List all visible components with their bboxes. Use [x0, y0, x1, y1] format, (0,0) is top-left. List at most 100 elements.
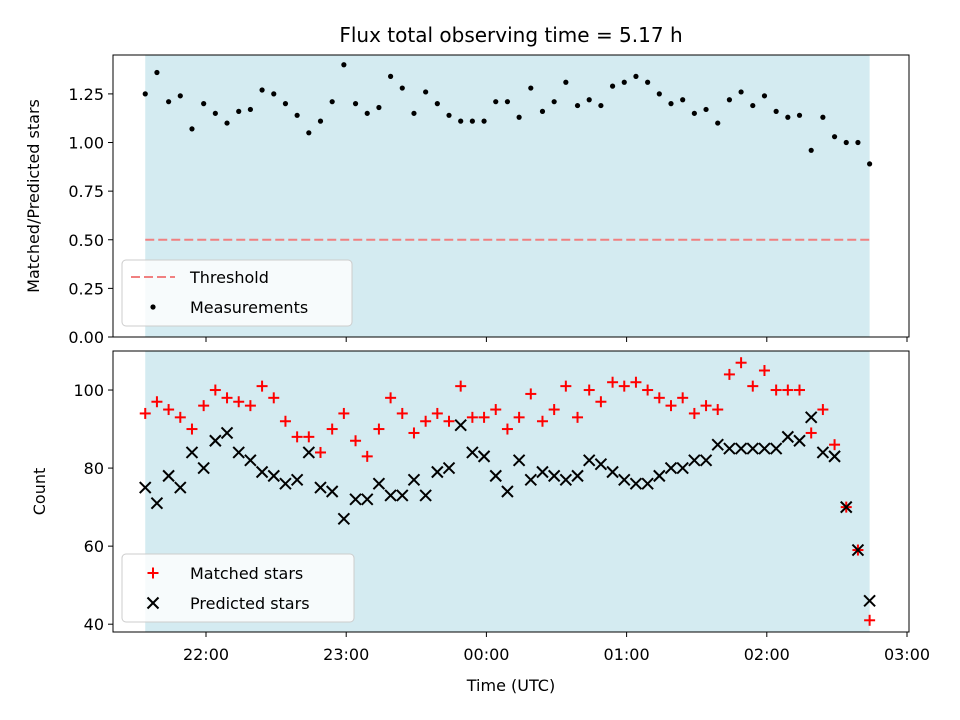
- matched-star-point: [723, 368, 735, 380]
- measurement-point: [247, 106, 253, 113]
- matched-star-point: [630, 376, 642, 388]
- predicted-star-point: [162, 469, 175, 483]
- predicted-star-point: [664, 461, 678, 475]
- predicted-x-b: [723, 442, 736, 455]
- measurement-point: [539, 108, 546, 114]
- matched-star-point: [478, 411, 490, 423]
- predicted-star-point: [314, 481, 327, 494]
- measurement-point: [808, 147, 814, 153]
- predicted-star-point: [699, 454, 713, 467]
- predicted-x-b: [419, 489, 432, 502]
- x-tick-label: 23:00: [323, 645, 369, 664]
- measurement-point: [306, 130, 312, 136]
- predicted-star-point: [804, 411, 818, 424]
- predicted-x-b: [361, 493, 374, 506]
- measurement-point: [750, 102, 756, 109]
- matched-star-point: [688, 407, 700, 419]
- predicted-star-point: [723, 442, 736, 455]
- predicted-star-point: [442, 461, 456, 475]
- predicted-star-point: [851, 543, 865, 557]
- predicted-x-b: [232, 446, 245, 459]
- predicted-x-b: [781, 430, 795, 444]
- top-y-axis-label: Matched/Predicted stars: [24, 99, 43, 293]
- measurement-point: [376, 104, 382, 111]
- measurement-point: [154, 69, 160, 76]
- measurement-point: [341, 62, 347, 68]
- top-x-ticks: [205, 337, 908, 342]
- x-axis-label: Time (UTC): [466, 676, 555, 695]
- predicted-star-point: [325, 485, 339, 498]
- matched-star-point: [642, 384, 654, 396]
- matched-star-point: [548, 404, 560, 416]
- predicted-star-point: [758, 442, 771, 455]
- matched-star-point: [244, 400, 256, 412]
- matched-star-point: [396, 407, 408, 419]
- measurement-point: [364, 110, 370, 116]
- matched-star-point: [373, 423, 385, 435]
- matched-star-point: [829, 439, 841, 451]
- predicted-x-b: [571, 469, 584, 483]
- measurement-point: [177, 93, 183, 99]
- predicted-x-b: [384, 489, 397, 502]
- matched-star-point: [291, 431, 303, 443]
- measurement-point: [481, 118, 487, 124]
- predicted-star-point: [244, 454, 257, 467]
- y-tick-label: 40: [84, 615, 104, 634]
- matched-star-point: [256, 380, 268, 392]
- predicted-star-point: [489, 469, 502, 483]
- predicted-star-point: [769, 442, 783, 455]
- measurement-point: [715, 120, 721, 126]
- matched-star-point: [782, 384, 794, 396]
- predicted-x-b: [641, 477, 654, 490]
- x-tick-label: 02:00: [744, 645, 790, 664]
- predicted-star-point: [197, 461, 210, 475]
- predicted-star-point: [384, 489, 397, 502]
- matched-star-point: [420, 415, 432, 427]
- matched-star-point: [700, 400, 712, 412]
- measurement-point: [399, 85, 405, 91]
- matched-star-point: [735, 357, 747, 369]
- predicted-star-point: [185, 446, 199, 459]
- measurement-point: [201, 101, 207, 107]
- predicted-x-b: [477, 450, 491, 463]
- predicted-star-point: [139, 481, 152, 494]
- measurement-point: [831, 134, 838, 140]
- predicted-star-point: [431, 465, 444, 479]
- top-axes-frame: [112, 54, 910, 338]
- predicted-x-b: [734, 442, 748, 455]
- top-panel: 0.00 0.25 0.50 0.75 1.00 1.25 Flux total obse…: [24, 23, 910, 347]
- legend-box: [121, 553, 355, 623]
- predicted-x-b: [664, 461, 678, 475]
- measurement-point: [212, 110, 218, 116]
- predicted-x-b: [185, 446, 199, 459]
- predicted-x-b: [349, 493, 362, 506]
- predicted-x-b: [162, 469, 175, 483]
- predicted-x-b: [489, 469, 502, 483]
- predicted-x-b: [442, 461, 456, 475]
- y-tick-label: 100: [73, 381, 104, 400]
- y-tick-label: 0.00: [68, 328, 104, 347]
- predicted-star-point: [828, 450, 841, 463]
- matched-star-point: [338, 407, 350, 419]
- y-tick-label: 0.25: [68, 279, 104, 298]
- measurement-point: [785, 114, 791, 120]
- matched-star-point: [268, 392, 280, 404]
- predicted-x-b: [559, 473, 573, 486]
- predicted-x-b: [688, 454, 701, 467]
- measurement-point: [142, 91, 148, 97]
- measurement-point: [352, 101, 359, 107]
- matched-star-point: [607, 376, 619, 388]
- predicted-star-point: [711, 438, 724, 451]
- legend-matched-label: Matched stars: [190, 564, 303, 583]
- bottom-legend: Matched stars Predicted stars: [121, 553, 355, 623]
- predicted-x-b: [372, 477, 386, 490]
- x-tick-label: 01:00: [604, 645, 650, 664]
- predicted-star-point: [501, 485, 514, 498]
- predicted-x-b: [816, 446, 830, 459]
- matched-star-point: [712, 404, 724, 416]
- x-tick-label: 03:00: [884, 645, 930, 664]
- predicted-x-b: [524, 473, 538, 486]
- measurement-point: [645, 79, 651, 85]
- predicted-x-b: [197, 461, 210, 475]
- measurement-point: [189, 126, 195, 132]
